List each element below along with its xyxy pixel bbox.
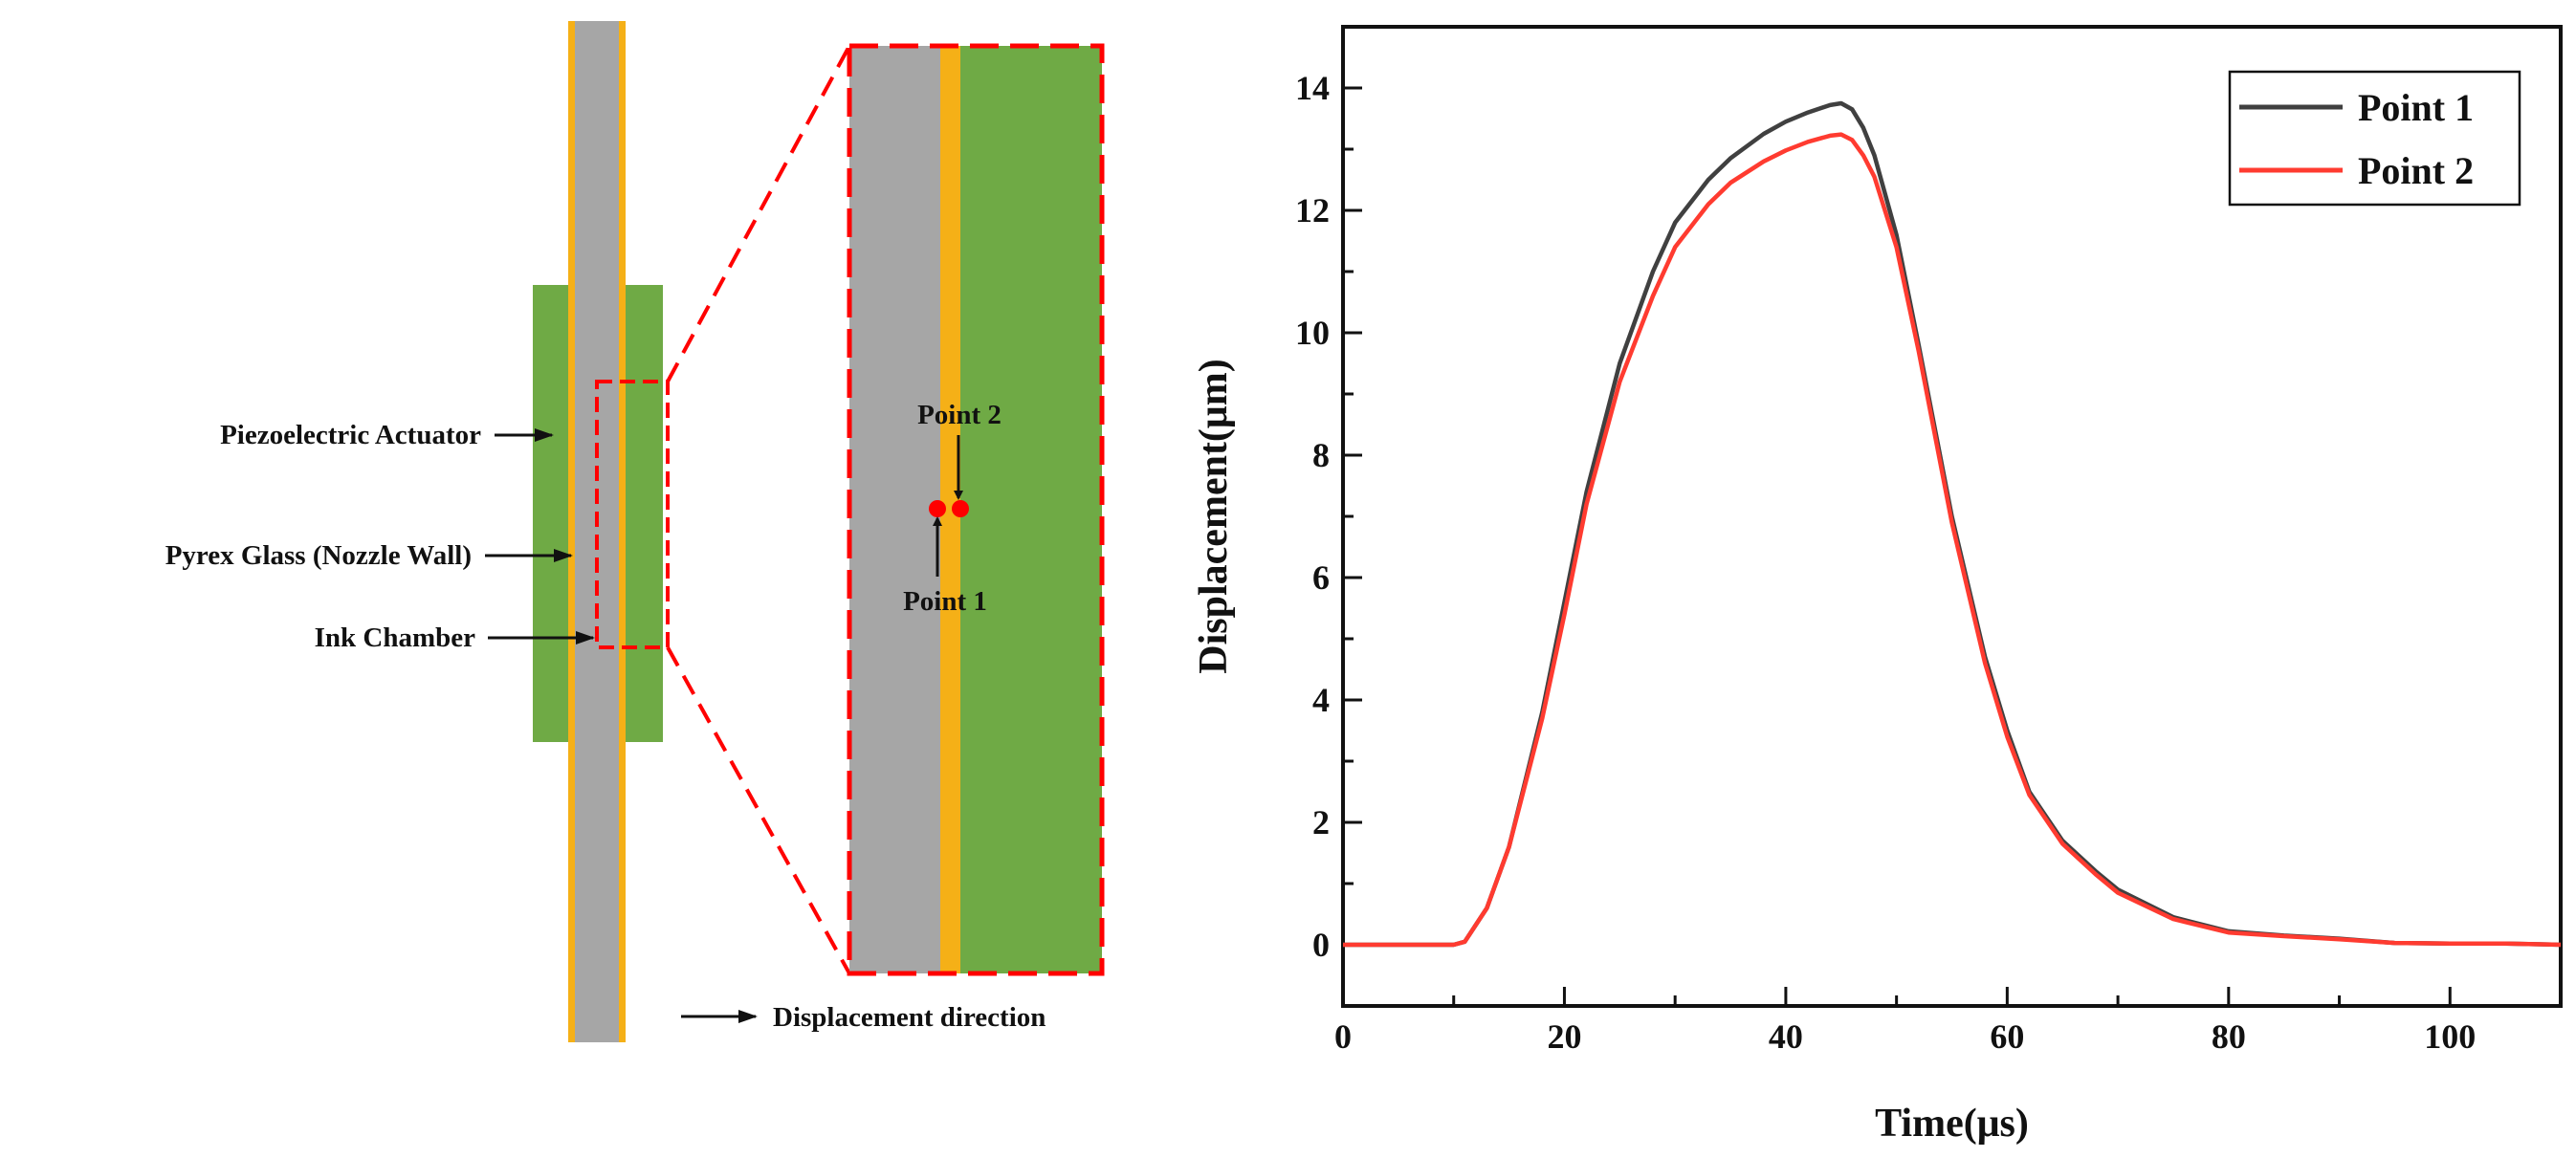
y-tick-label: 12 xyxy=(1295,191,1330,229)
displacement-chart: 0 20 40 60 80 100 0 2 4 6 8 10 12 14 Time(μs) Displacem… xyxy=(1192,25,2563,1146)
point-2-label: Point 2 xyxy=(917,400,1002,430)
x-tick-label: 40 xyxy=(1769,1017,1803,1056)
glass-wall-left xyxy=(568,21,575,1042)
legend-label-point-2: Point 2 xyxy=(2358,149,2474,192)
x-tick-label: 20 xyxy=(1547,1017,1581,1056)
x-tick-label: 80 xyxy=(2212,1017,2246,1056)
piezo-actuator-right xyxy=(623,285,663,742)
piezo-actuator-left xyxy=(533,285,571,742)
series-line-point-2 xyxy=(1343,132,2562,948)
label-ink-chamber: Ink Chamber xyxy=(315,623,476,653)
label-pyrex-glass: Pyrex Glass (Nozzle Wall) xyxy=(165,540,472,571)
y-tick-label: 0 xyxy=(1312,926,1330,964)
zoom-ink-region xyxy=(849,46,940,973)
x-tick-label: 0 xyxy=(1334,1017,1352,1056)
zoom-connectors xyxy=(666,45,851,974)
zoomed-view: Point 2 Point 1 Displacement direction xyxy=(681,43,1105,1033)
zoom-connector-top xyxy=(666,45,851,382)
y-tick-label: 10 xyxy=(1295,314,1330,352)
schematic-labels: Piezoelectric Actuator Pyrex Glass (Nozz… xyxy=(165,420,595,653)
legend-box xyxy=(2228,70,2521,207)
y-axis-title: Displacement(μm) xyxy=(1192,359,1236,673)
label-piezo-actuator: Piezoelectric Actuator xyxy=(220,420,481,450)
point-1-label: Point 1 xyxy=(903,586,987,617)
x-tick-label: 60 xyxy=(1990,1017,2024,1056)
y-tick-label: 2 xyxy=(1312,803,1330,841)
y-tick-label: 6 xyxy=(1312,558,1330,597)
zoom-glass-region xyxy=(940,46,960,973)
point-2-marker xyxy=(952,500,969,517)
x-tick-label: 100 xyxy=(2424,1017,2476,1056)
x-axis-title: Time(μs) xyxy=(1875,1102,2029,1146)
displacement-direction-label: Displacement direction xyxy=(773,1002,1046,1033)
zoom-piezo-region xyxy=(960,46,1102,973)
legend-label-point-1: Point 1 xyxy=(2358,86,2474,129)
point-1-marker xyxy=(929,500,946,517)
zoom-source-box xyxy=(595,380,670,649)
zoom-connector-bottom xyxy=(666,646,851,974)
y-tick-label: 4 xyxy=(1312,681,1330,719)
y-tick-label: 8 xyxy=(1312,436,1330,474)
ink-chamber xyxy=(575,21,619,1042)
zoom-frame xyxy=(847,43,1105,976)
y-tick-label: 14 xyxy=(1295,69,1330,107)
nozzle-schematic xyxy=(533,21,670,1042)
glass-wall-right xyxy=(619,21,626,1042)
